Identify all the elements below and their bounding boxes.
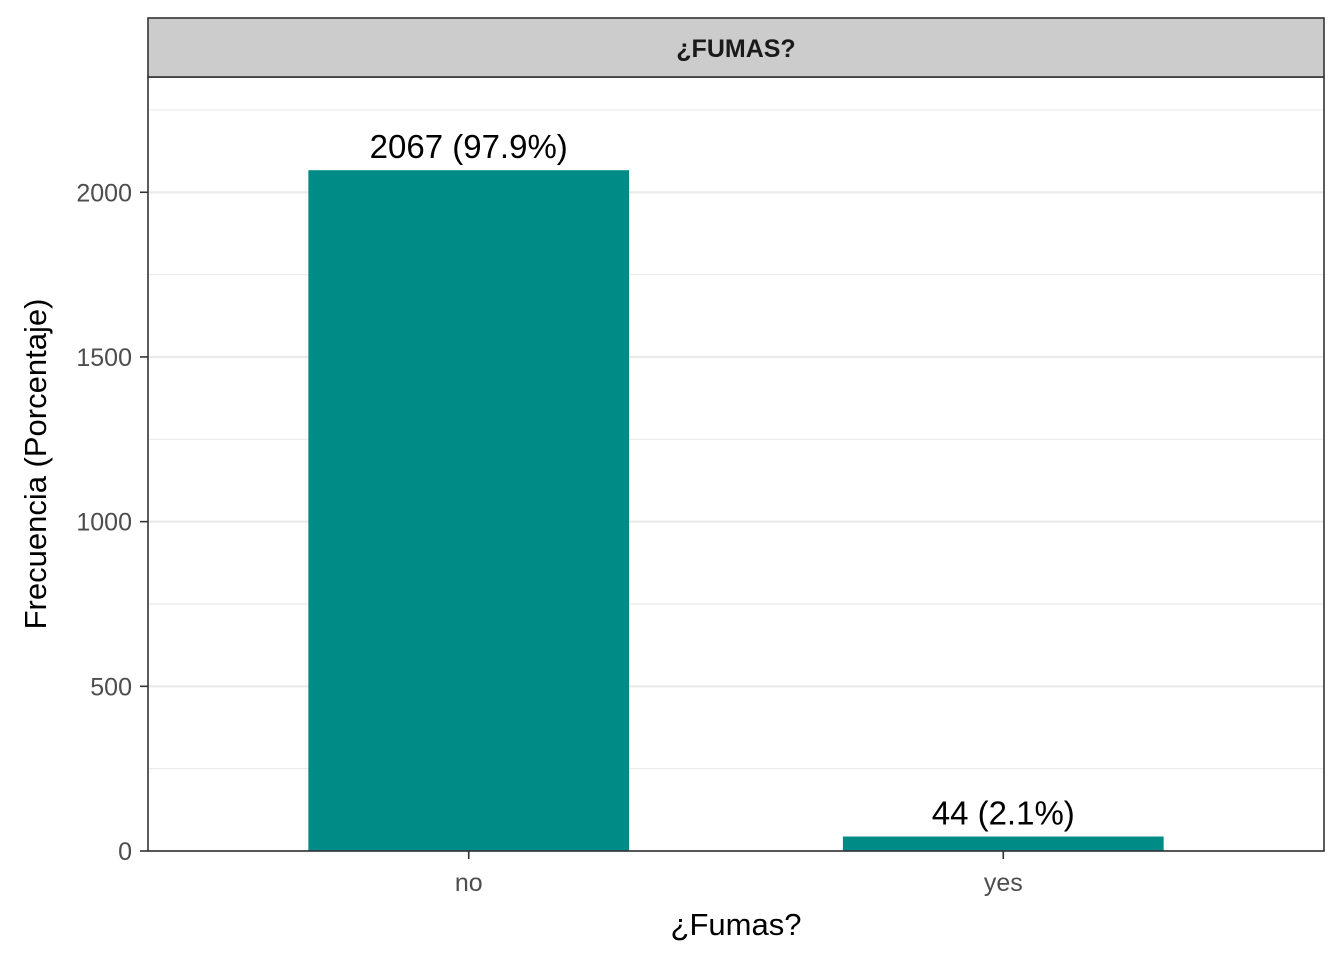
bars	[308, 170, 1164, 852]
data-labels: 2067 (97.9%) 44 (2.1%)	[370, 128, 1075, 831]
bar-yes	[842, 836, 1164, 851]
bar-no	[308, 170, 630, 852]
facet-strip-label: ¿FUMAS?	[676, 35, 795, 63]
y-axis-title: Frecuencia (Porcentaje)	[18, 299, 53, 630]
y-tick-label: 0	[118, 838, 132, 866]
x-tick-label: yes	[984, 869, 1023, 897]
y-tick-label: 1500	[76, 344, 132, 372]
x-axis-title: ¿Fumas?	[671, 907, 802, 942]
data-label-no: 2067 (97.9%)	[370, 128, 568, 165]
y-tick-label: 1000	[76, 509, 132, 537]
data-label-yes: 44 (2.1%)	[932, 795, 1075, 832]
x-axis: no yes	[455, 851, 1023, 897]
facet-strip	[147, 17, 1325, 78]
y-tick-label: 500	[90, 673, 132, 701]
y-tick-label: 2000	[76, 179, 132, 207]
x-tick-label: no	[455, 869, 483, 897]
y-axis: 0 500 1000 1500 2000	[76, 179, 148, 866]
